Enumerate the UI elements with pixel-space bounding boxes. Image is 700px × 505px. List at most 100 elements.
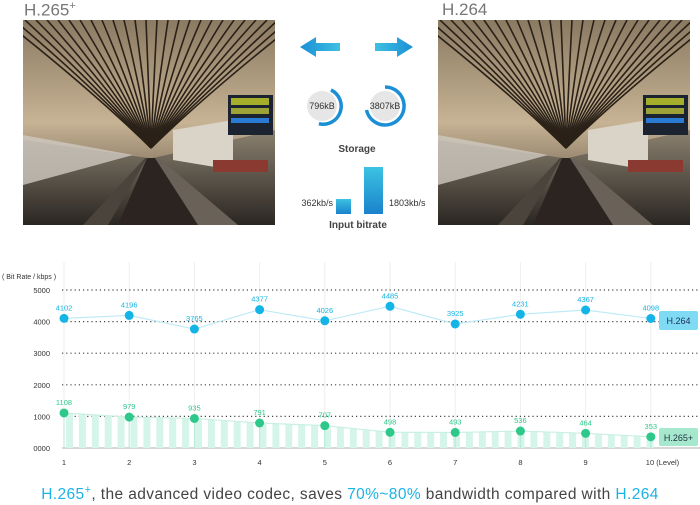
legend-h264-label: H.264 — [666, 316, 690, 326]
data-label: 4098 — [642, 304, 659, 313]
data-label: 536 — [514, 416, 527, 425]
bitrate-h264-value: 1803kb/s — [389, 198, 426, 208]
data-label: 4485 — [382, 291, 399, 300]
storage-h265-value: 796kB — [309, 101, 335, 111]
h265plus-background-bar — [336, 426, 344, 448]
series-line-h264 — [63, 305, 651, 330]
h265plus-background-bar — [594, 433, 602, 448]
y-tick-label: 0000 — [33, 444, 50, 453]
data-label: 4377 — [251, 295, 268, 304]
h265plus-background-bar — [620, 435, 628, 448]
data-point-h265plus — [385, 427, 395, 437]
legend-h265plus-label: H.265+ — [664, 433, 693, 443]
h265plus-background-bar — [440, 432, 448, 448]
data-label: 4026 — [316, 306, 333, 315]
h265plus-background-bar — [246, 422, 254, 448]
data-point-h265plus — [450, 427, 460, 437]
data-point-h265plus — [189, 413, 199, 423]
bitrate-h265-value: 362kb/s — [301, 198, 333, 208]
h265plus-background-bar — [182, 418, 190, 448]
h265plus-background-bar — [607, 434, 615, 448]
data-point-h265plus — [255, 418, 265, 428]
h265plus-background-bar — [646, 436, 654, 448]
data-point-h264 — [255, 305, 265, 315]
h265plus-background-bar — [569, 432, 577, 448]
data-point-h264 — [320, 316, 330, 326]
h265plus-background-bar — [78, 413, 86, 448]
x-tick-label: 5 — [323, 458, 327, 467]
data-point-h264 — [581, 305, 591, 315]
data-label: 707 — [319, 411, 332, 420]
y-axis-label: ( Bit Rate / kbps ) — [2, 274, 56, 281]
h265plus-background-bar — [427, 432, 435, 448]
h265plus-background-bar — [362, 429, 370, 448]
h265plus-background-bar — [517, 431, 525, 448]
y-tick-label: 3000 — [33, 349, 50, 358]
data-label: 3925 — [447, 309, 464, 318]
legend-h265plus: H.265+ — [659, 428, 698, 446]
data-point-h265plus — [320, 421, 330, 431]
h265plus-background-bar — [220, 420, 228, 448]
h265plus-background-bar — [324, 425, 331, 448]
series-line-h265plus — [63, 412, 651, 438]
data-label: 935 — [188, 403, 201, 412]
data-point-h264 — [385, 301, 395, 311]
data-label: 1108 — [56, 398, 72, 407]
arrow-right-icon — [375, 37, 413, 57]
bitrate-chart: ( Bit Rate / kbps ) 0000 1000 2000 3000 4000… — [2, 262, 700, 467]
data-point-h264 — [124, 310, 134, 320]
data-point-h264 — [515, 309, 525, 319]
h265plus-background-bar — [233, 421, 241, 448]
data-label: 4231 — [512, 299, 529, 308]
data-point-h265plus — [646, 432, 656, 442]
h264-title: H.264 — [442, 0, 488, 19]
data-point-h265plus — [59, 408, 69, 418]
data-label: 4102 — [56, 303, 73, 312]
y-tick-label: 1000 — [33, 412, 50, 421]
h265plus-background-bar — [298, 424, 306, 448]
x-tick-label: 1 — [62, 458, 66, 467]
h265plus-background-bar — [117, 416, 125, 448]
h265plus-background-bar — [633, 435, 641, 448]
caption: H.265+, the advanced video codec, saves … — [41, 484, 659, 504]
storage-h264-value: 3807kB — [369, 101, 401, 111]
h265plus-background-bar — [543, 431, 551, 448]
data-label: 4367 — [577, 295, 594, 304]
h265plus-background-bar — [91, 414, 99, 448]
arrow-left-icon — [300, 37, 340, 57]
h265plus-background-bar — [143, 417, 151, 448]
h265plus-background-bar — [504, 431, 512, 448]
x-tick-label: 3 — [192, 458, 196, 467]
h265plus-background-bar — [259, 422, 267, 448]
h265-title: H.265+ — [24, 0, 76, 20]
y-tick-label: 5000 — [33, 286, 50, 295]
h265plus-background-bar — [169, 417, 177, 448]
data-point-h264 — [189, 324, 199, 334]
data-point-h265plus — [124, 412, 134, 422]
storage-label: Storage — [338, 144, 376, 155]
data-point-h265plus — [581, 428, 591, 438]
data-label: 791 — [253, 408, 266, 417]
data-point-h264 — [59, 313, 69, 323]
y-tick-label: 4000 — [33, 318, 50, 327]
h265plus-background-bar — [272, 423, 280, 448]
data-label: 979 — [123, 402, 136, 411]
bitrate-h265-bar — [336, 199, 351, 214]
data-label: 353 — [645, 422, 658, 431]
data-point-h264 — [450, 319, 460, 329]
h265plus-background-bar — [453, 432, 460, 448]
data-label: 4196 — [121, 300, 138, 309]
x-tick-label: 4 — [258, 458, 262, 467]
x-tick-label: 8 — [518, 458, 522, 467]
h265plus-background-bar — [104, 415, 112, 448]
h265plus-background-bar — [491, 431, 499, 448]
h265plus-background-bar — [311, 425, 319, 448]
x-tick-label: 6 — [388, 458, 392, 467]
x-tick-label: 10 (Level) — [646, 458, 680, 467]
h265plus-background-bar — [530, 431, 538, 448]
data-point-h265plus — [515, 426, 525, 436]
h265plus-background-bar — [195, 418, 202, 448]
h265plus-background-bar — [375, 430, 383, 448]
bitrate-label: Input bitrate — [329, 220, 387, 231]
h265plus-background-bar — [207, 419, 215, 448]
